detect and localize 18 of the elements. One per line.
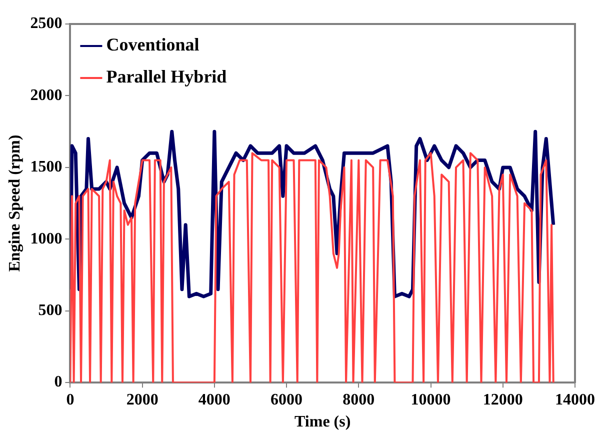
x-tick-label: 12000 xyxy=(482,391,523,408)
y-tick-label: 500 xyxy=(38,302,62,320)
y-tick-label: 1500 xyxy=(30,158,62,176)
x-tick-label: 6000 xyxy=(270,391,303,408)
x-tick-label: 10000 xyxy=(410,391,451,408)
x-axis-title: Time (s) xyxy=(294,414,351,431)
y-tick-label: 0 xyxy=(54,374,62,391)
x-tick-label: 0 xyxy=(66,391,74,408)
x-tick-label: 14000 xyxy=(555,391,595,408)
y-axis-title: Engine Speed (rpm) xyxy=(6,134,24,272)
legend-label: Coventional xyxy=(106,34,200,55)
legend-label: Parallel Hybrid xyxy=(106,66,227,87)
y-tick-label: 2500 xyxy=(30,15,62,32)
x-tick-label: 2000 xyxy=(126,391,158,408)
y-tick-label: 2000 xyxy=(30,86,62,104)
y-tick-label: 1000 xyxy=(30,230,62,248)
x-tick-label: 4000 xyxy=(198,391,230,408)
x-tick-label: 8000 xyxy=(342,391,375,408)
